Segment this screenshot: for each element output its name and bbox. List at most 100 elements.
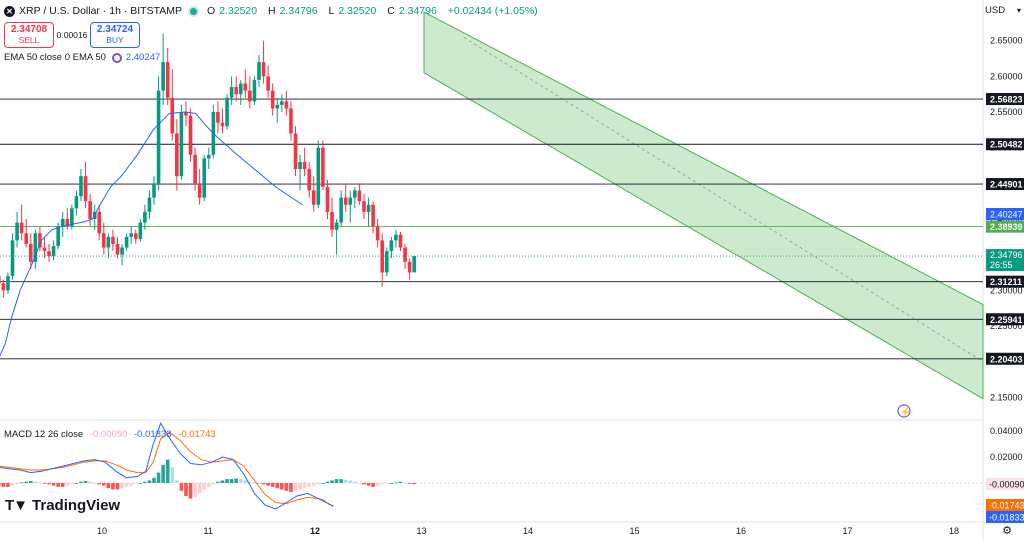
buy-button[interactable]: 2.34724 BUY — [90, 22, 140, 48]
macd-hist-bar-66 — [298, 483, 302, 490]
macd-hist-bar-69 — [311, 483, 316, 486]
symbol-title[interactable]: XRP / U.S. Dollar · 1h · BITSTAMP — [19, 5, 182, 17]
macd-hist-bar-11 — [47, 483, 51, 485]
candle-body-71 — [321, 147, 325, 187]
macd-hist-bar-46 — [206, 483, 211, 487]
level-tag-bg-2 — [986, 178, 1024, 191]
macd-hist-bar-87 — [394, 482, 398, 484]
currency-selector[interactable]: USD ▾ — [985, 4, 1021, 16]
macd-hist-bar-17 — [74, 483, 79, 484]
chevron-down-icon: ▾ — [1016, 5, 1021, 15]
candle-body-80 — [362, 201, 366, 212]
macd-hist-bar-45 — [202, 483, 207, 490]
macd-hist-bar-54 — [243, 480, 248, 483]
candle-body-48 — [216, 112, 220, 123]
candle-body-81 — [366, 204, 371, 212]
candle-body-69 — [311, 190, 316, 205]
ema-line — [0, 111, 303, 357]
ema-legend[interactable]: EMA 50 close 0 EMA 50 2.40247 — [4, 52, 161, 63]
candle-body-60 — [270, 90, 275, 109]
macd-hist-bar-62 — [280, 483, 284, 490]
macd-hist-bar-37 — [165, 459, 170, 483]
macd-hist-bar-59 — [266, 483, 270, 486]
candle-body-39 — [175, 133, 179, 177]
candle-body-4 — [15, 222, 19, 241]
candle-body-45 — [202, 158, 207, 198]
macd-hist-bar-53 — [238, 479, 243, 483]
macd-tag-1: -0.01743 — [989, 501, 1024, 511]
macd-hist-bar-23 — [102, 483, 106, 486]
macd-hist-bar-18 — [79, 481, 83, 483]
macd-hist-bar-41 — [184, 483, 188, 496]
macd-hist-bar-86 — [389, 483, 394, 484]
candle-body-42 — [188, 115, 193, 155]
level-tag-0: 2.56823 — [990, 95, 1023, 105]
candle-body-14 — [60, 219, 65, 227]
macd-hist-bar-15 — [65, 483, 70, 486]
macd-hist-bar-79 — [357, 483, 362, 484]
x-tick-label-7: 17 — [843, 526, 853, 536]
level-tag-bg-1 — [986, 138, 1024, 151]
price-tag-label: 2.34796 — [990, 250, 1023, 260]
y-tick-label-7: 2.30000 — [990, 285, 1023, 295]
candle-body-73 — [330, 211, 334, 230]
market-open-icon — [189, 7, 197, 15]
y-tick-label-10: 2.15000 — [990, 392, 1023, 402]
macd-y-tick-1: 0.02000 — [990, 452, 1023, 462]
macd-hist-bar-85 — [384, 483, 389, 484]
macd-hist-bar-80 — [362, 483, 366, 485]
y-tick-label-2: 2.55000 — [990, 107, 1023, 117]
macd-hist-bar-78 — [353, 481, 357, 483]
candle-body-49 — [220, 122, 225, 127]
y-tick-label-0: 2.65000 — [990, 36, 1023, 46]
macd-hist-bar-63 — [284, 483, 289, 491]
candle-body-86 — [389, 240, 394, 252]
candle-body-56 — [252, 79, 257, 102]
macd-hist-bar-55 — [248, 481, 252, 483]
x-tick-label-2: 12 — [310, 526, 320, 536]
macd-hist-bar-68 — [307, 483, 311, 487]
macd-hist-bar-20 — [88, 481, 92, 483]
candle-body-23 — [102, 233, 106, 248]
candle-body-18 — [79, 176, 83, 197]
gear-icon[interactable]: ⚙ — [1002, 525, 1012, 537]
price-change: +0.02434 (+1.05%) — [447, 5, 538, 17]
macd-hist-bar-52 — [234, 478, 238, 483]
macd-hist-bar-64 — [289, 483, 293, 493]
candle-body-5 — [19, 222, 24, 234]
macd-legend[interactable]: MACD 12 26 close -0.00090 -0.01833 -0.01… — [4, 429, 216, 440]
candle-body-78 — [353, 190, 357, 198]
macd-hist-bar-5 — [19, 482, 24, 484]
candle-body-8 — [33, 233, 38, 262]
candle-body-67 — [302, 161, 307, 170]
macd-hist-bar-16 — [70, 483, 74, 485]
candle-body-44 — [197, 183, 202, 198]
macd-hist-bar-40 — [179, 483, 184, 491]
macd-tag-bg-1 — [986, 499, 1024, 511]
macd-hist-bar-89 — [403, 482, 407, 484]
candle-body-38 — [170, 97, 175, 134]
level-tag-bg-5 — [986, 313, 1024, 326]
x-tick-label-4: 14 — [523, 526, 533, 536]
candle-body-63 — [284, 101, 289, 109]
macd-hist-bar-57 — [257, 483, 261, 484]
macd-hist-bar-42 — [188, 483, 193, 499]
price-tag-bg — [986, 249, 1024, 272]
macd-tag-bg-0 — [986, 478, 1024, 490]
candle-body-12 — [51, 246, 56, 257]
candle-body-34 — [152, 183, 156, 198]
candle-body-52 — [234, 87, 238, 95]
macd-hist-bar-28 — [124, 483, 129, 487]
sell-button[interactable]: 2.34708 SELL — [4, 22, 54, 48]
candle-body-28 — [124, 236, 129, 248]
macd-hist-bar-90 — [407, 483, 412, 484]
level-tag-6: 2.20403 — [990, 354, 1023, 364]
candle-body-91 — [412, 256, 416, 273]
lightning-icon — [897, 404, 911, 418]
macd-hist-bar-83 — [375, 483, 380, 486]
candle-body-72 — [325, 186, 330, 212]
macd-y-tick-0: 0.04000 — [990, 426, 1023, 436]
macd-hist-bar-21 — [92, 483, 97, 484]
macd-hist-bar-51 — [229, 479, 234, 483]
